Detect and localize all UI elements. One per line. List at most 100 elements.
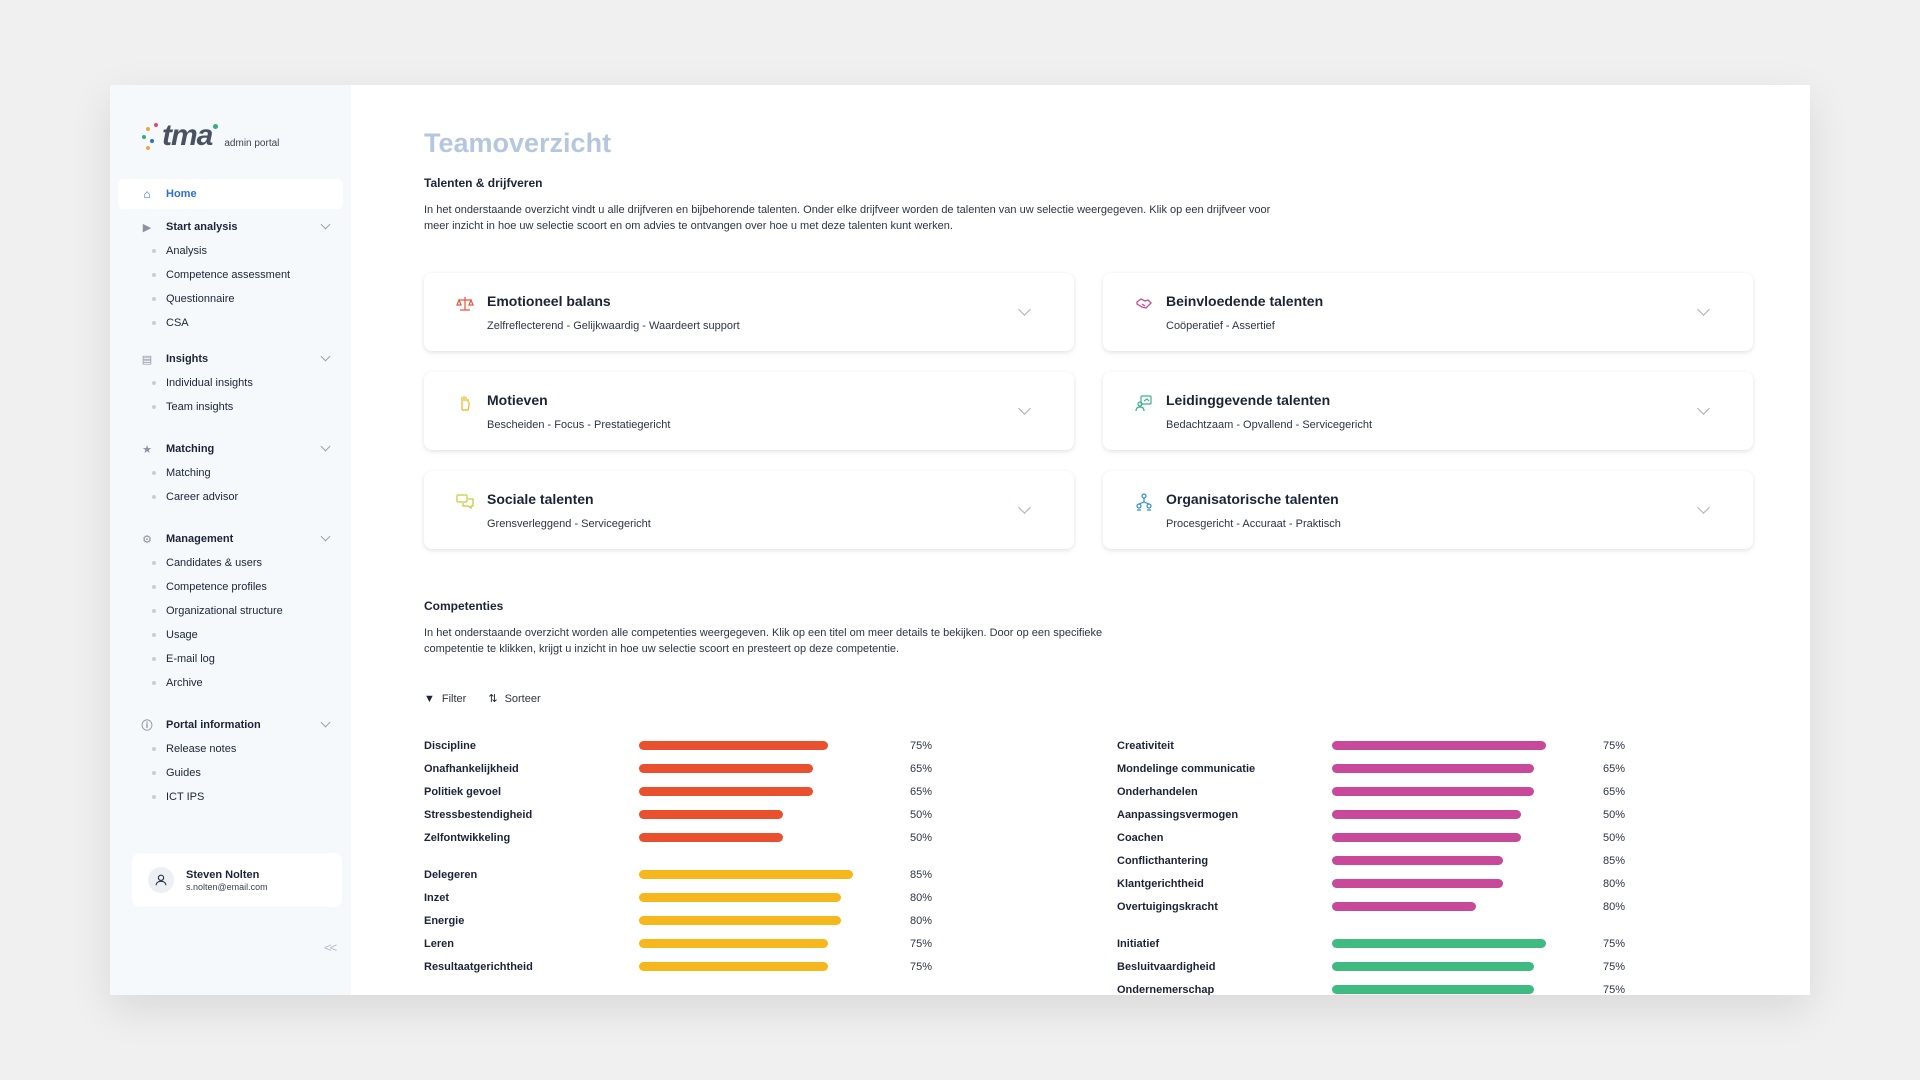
competence-row[interactable]: Leren 75% [424, 932, 932, 955]
sidebar-item-usage[interactable]: Usage [118, 623, 343, 647]
sidebar-item-career-advisor[interactable]: Career advisor [118, 485, 343, 509]
competence-row[interactable]: Klantgerichtheid 80% [1117, 872, 1625, 895]
competence-row[interactable]: Aanpassingsvermogen 50% [1117, 803, 1625, 826]
sidebar-item-questionnaire[interactable]: Questionnaire [118, 287, 343, 311]
competence-row[interactable]: Creativiteit 75% [1117, 734, 1625, 757]
competence-row[interactable]: Stressbestendigheid 50% [424, 803, 932, 826]
competence-name[interactable]: Overtuigingskracht [1117, 900, 1218, 913]
competence-name[interactable]: Politiek gevoel [424, 785, 502, 798]
competence-name[interactable]: Leren [424, 937, 454, 950]
chevron-down-icon[interactable] [320, 351, 331, 362]
competence-name[interactable]: Aanpassingsvermogen [1117, 808, 1239, 821]
chevron-down-icon[interactable] [1018, 402, 1031, 415]
competence-name[interactable]: Creativiteit [1117, 739, 1174, 752]
competence-score: 50% [1603, 808, 1626, 821]
competence-score: 75% [1603, 937, 1626, 950]
competence-score: 65% [910, 785, 933, 798]
competence-row[interactable]: Energie 80% [424, 909, 932, 932]
chevron-down-icon[interactable] [1697, 402, 1710, 415]
collapse-sidebar-icon[interactable]: << [324, 940, 337, 955]
talent-card-leidinggevende-talenten[interactable]: Leidinggevende talenten Bedachtzaam - Op… [1103, 372, 1753, 450]
sidebar-item-guides[interactable]: Guides [118, 761, 343, 785]
competence-name[interactable]: Energie [424, 914, 465, 927]
competence-name[interactable]: Discipline [424, 739, 476, 752]
sidebar-item-csa[interactable]: CSA [118, 311, 343, 335]
nav-group-header-start-analysis[interactable]: ▶ Start analysis [118, 215, 343, 239]
nav-group-header-matching[interactable]: ★ Matching [118, 437, 343, 461]
competence-row[interactable]: Discipline 75% [424, 734, 932, 757]
user-card[interactable]: Steven Nolten s.nolten@email.com [132, 853, 342, 907]
competence-row[interactable]: Initiatief 75% [1117, 932, 1625, 955]
competence-name[interactable]: Mondelinge communicatie [1117, 762, 1256, 775]
filter-button[interactable]: ▼ Filter [424, 692, 467, 705]
chevron-down-icon[interactable] [1697, 303, 1710, 316]
competence-name[interactable]: Onafhankelijkheid [424, 762, 519, 775]
chevron-down-icon[interactable] [320, 717, 331, 728]
sidebar-item-candidates-users[interactable]: Candidates & users [118, 551, 343, 575]
chevron-down-icon[interactable] [1018, 303, 1031, 316]
sidebar-item-team-insights[interactable]: Team insights [118, 395, 343, 419]
sidebar-item-competence-assessment[interactable]: Competence assessment [118, 263, 343, 287]
chevron-down-icon[interactable] [1018, 501, 1031, 514]
talent-card-organisatorische-talenten[interactable]: Organisatorische talenten Procesgericht … [1103, 471, 1753, 549]
competence-name[interactable]: Ondernemerschap [1117, 983, 1215, 996]
sidebar-item-analysis[interactable]: Analysis [118, 239, 343, 263]
sidebar-item-home[interactable]: ⌂ Home [118, 179, 343, 209]
chevron-down-icon[interactable] [320, 219, 331, 230]
sidebar-item-archive[interactable]: Archive [118, 671, 343, 695]
sidebar: tma admin portal ⌂ Home ▶ Start analysis… [110, 85, 351, 995]
nav-group-start-analysis: ▶ Start analysis Analysis Competence ass… [118, 215, 343, 335]
competence-name[interactable]: Zelfontwikkeling [424, 831, 511, 844]
competence-name[interactable]: Besluitvaardigheid [1117, 960, 1216, 973]
talent-card-emotioneel-balans[interactable]: Emotioneel balans Zelfreflecterend - Gel… [424, 273, 1074, 351]
page-title: Teamoverzicht [424, 128, 612, 158]
competence-row[interactable]: Zelfontwikkeling 50% [424, 826, 932, 849]
chevron-down-icon[interactable] [1697, 501, 1710, 514]
competence-row[interactable]: Delegeren 85% [424, 863, 932, 886]
competence-name[interactable]: Delegeren [424, 868, 478, 881]
competence-score: 50% [910, 808, 933, 821]
talent-card-title: Organisatorische talenten [1166, 491, 1339, 507]
talent-card-beinvloedende-talenten[interactable]: Beinvloedende talenten Coöperatief - Ass… [1103, 273, 1753, 351]
competence-name[interactable]: Onderhandelen [1117, 785, 1198, 798]
sort-button[interactable]: ⇅ Sorteer [488, 692, 541, 706]
sidebar-item-email-log[interactable]: E-mail log [118, 647, 343, 671]
nav-group-header-management[interactable]: ⚙ Management [118, 527, 343, 551]
competence-row[interactable]: Conflicthantering 85% [1117, 849, 1625, 872]
competence-name[interactable]: Inzet [424, 891, 450, 904]
sidebar-item-competence-profiles[interactable]: Competence profiles [118, 575, 343, 599]
sidebar-item-individual-insights[interactable]: Individual insights [118, 371, 343, 395]
sidebar-item-matching[interactable]: Matching [118, 461, 343, 485]
competence-row[interactable]: Overtuigingskracht 80% [1117, 895, 1625, 918]
logo[interactable]: tma admin portal [142, 115, 279, 151]
sidebar-item-ict-ips[interactable]: ICT IPS [118, 785, 343, 809]
competence-row[interactable]: Onafhankelijkheid 65% [424, 757, 932, 780]
competence-name[interactable]: Resultaatgerichtheid [424, 960, 533, 973]
competence-name[interactable]: Conflicthantering [1117, 854, 1209, 867]
competence-bar-track [639, 741, 902, 750]
talent-card-motieven[interactable]: Motieven Bescheiden - Focus - Prestatieg… [424, 372, 1074, 450]
competence-row[interactable]: Inzet 80% [424, 886, 932, 909]
nav-group-header-insights[interactable]: ▤ Insights [118, 347, 343, 371]
competence-score: 75% [910, 937, 933, 950]
competence-row[interactable]: Ondernemerschap 75% [1117, 978, 1625, 996]
talent-card-sociale-talenten[interactable]: Sociale talenten Grensverleggend - Servi… [424, 471, 1074, 549]
chevron-down-icon[interactable] [320, 441, 331, 452]
competence-name[interactable]: Initiatief [1117, 937, 1160, 950]
competence-row[interactable]: Mondelinge communicatie 65% [1117, 757, 1625, 780]
competence-row[interactable]: Politiek gevoel 65% [424, 780, 932, 803]
sidebar-item-organizational-structure[interactable]: Organizational structure [118, 599, 343, 623]
chevron-down-icon[interactable] [320, 531, 331, 542]
competence-row[interactable]: Resultaatgerichtheid 75% [424, 955, 932, 978]
nav-group-header-portal-information[interactable]: ⓘ Portal information [118, 713, 343, 737]
competence-row[interactable]: Onderhandelen 65% [1117, 780, 1625, 803]
competence-row[interactable]: Coachen 50% [1117, 826, 1625, 849]
competence-name[interactable]: Coachen [1117, 831, 1164, 844]
competence-score: 80% [1603, 900, 1626, 913]
competence-bar [639, 787, 813, 796]
competence-row[interactable]: Besluitvaardigheid 75% [1117, 955, 1625, 978]
competence-score: 50% [910, 831, 933, 844]
competence-name[interactable]: Stressbestendigheid [424, 808, 533, 821]
sidebar-item-release-notes[interactable]: Release notes [118, 737, 343, 761]
competence-name[interactable]: Klantgerichtheid [1117, 877, 1204, 890]
